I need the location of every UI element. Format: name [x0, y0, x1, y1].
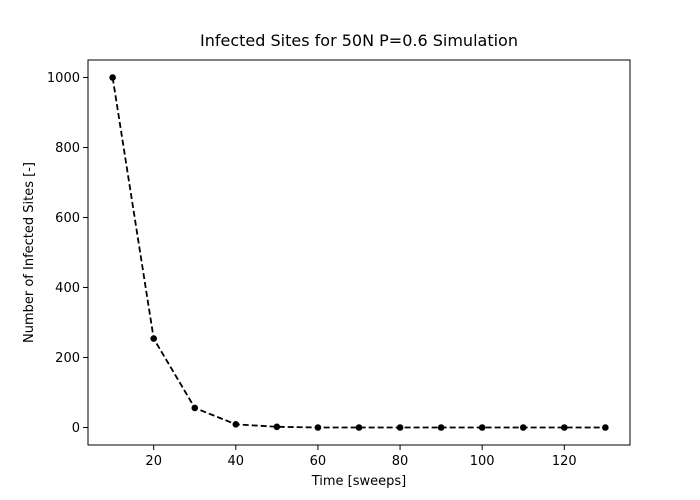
x-axis-label: Time [sweeps] [311, 474, 407, 489]
x-tick-label: 100 [470, 454, 495, 469]
data-point [150, 335, 157, 342]
y-axis-ticks: 0 200 400 600 800 1000 [47, 71, 88, 436]
x-tick-label: 80 [392, 454, 409, 469]
data-point [561, 424, 568, 431]
x-tick-label: 120 [552, 454, 577, 469]
y-tick-label: 400 [55, 281, 80, 296]
y-tick-label: 600 [55, 211, 80, 226]
data-point [602, 424, 609, 431]
data-point [355, 424, 363, 431]
y-axis-label: Number of Infected Sites [-] [22, 162, 37, 343]
data-point [273, 423, 281, 431]
y-tick-label: 800 [55, 141, 80, 156]
data-point [232, 421, 240, 428]
data-point [478, 424, 486, 431]
data-point [191, 404, 199, 412]
plot-frame [87, 59, 631, 446]
x-tick-label: 20 [145, 454, 162, 469]
y-tick-label: 1000 [47, 71, 80, 86]
data-point [396, 424, 404, 431]
x-tick-label: 40 [228, 454, 245, 469]
chart-title: Infected Sites for 50N P=0.6 Simulation [200, 31, 518, 50]
data-point [109, 74, 116, 81]
y-tick-label: 0 [72, 421, 80, 436]
x-axis-ticks: 20 40 60 80 100 120 [145, 445, 577, 469]
data-point [519, 424, 527, 431]
data-point [314, 424, 322, 431]
y-tick-label: 200 [55, 351, 80, 366]
data-point [437, 424, 445, 431]
x-tick-label: 60 [310, 454, 327, 469]
series-layer [109, 74, 609, 431]
